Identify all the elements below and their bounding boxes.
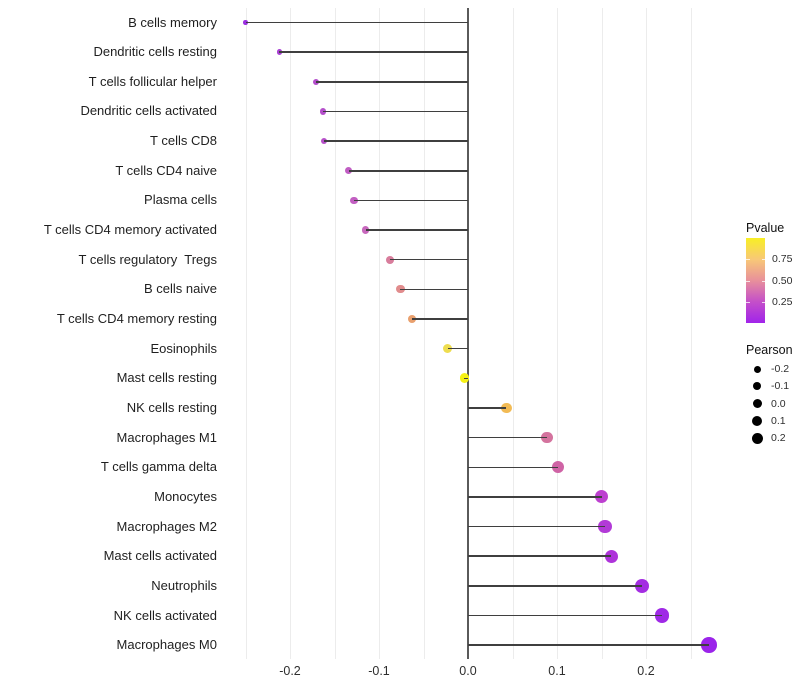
y-axis-label: NK cells resting — [126, 399, 217, 415]
y-axis-label: NK cells activated — [113, 607, 217, 623]
lollipop-dot — [345, 167, 353, 175]
y-axis-label: Mast cells resting — [116, 370, 217, 386]
lollipop-dot — [551, 461, 564, 474]
pvalue-tick-mark — [746, 280, 750, 282]
lollipop-segment — [464, 377, 468, 380]
gridline — [601, 8, 603, 659]
lollipop-dot — [598, 519, 612, 534]
y-axis-label: Neutrophils — [151, 577, 217, 593]
x-tick-label: -0.1 — [368, 664, 390, 678]
gridline — [557, 8, 558, 659]
lollipop-segment — [315, 81, 468, 83]
pvalue-tick-mark — [746, 259, 750, 261]
lollipop-segment — [354, 199, 468, 202]
pearson-legend-label: -0.1 — [771, 380, 790, 393]
lollipop-segment — [468, 555, 612, 557]
gridline — [334, 8, 336, 659]
lollipop-dot — [396, 285, 405, 294]
gridline — [646, 8, 647, 659]
y-axis-label: T cells CD4 memory activated — [43, 222, 217, 238]
plot-panel — [222, 8, 731, 659]
pearson-legend-dot — [753, 382, 762, 391]
y-axis-label: Dendritic cells resting — [93, 44, 217, 60]
pvalue-tick-label: 0.25 — [772, 295, 793, 308]
lollipop-segment — [468, 466, 558, 468]
pvalue-tick-mark — [761, 280, 765, 282]
pvalue-tick-mark — [746, 301, 750, 303]
lollipop-segment — [389, 258, 468, 261]
pearson-legend-title: Pearson — [746, 343, 793, 357]
y-axis-label: Macrophages M2 — [116, 518, 217, 534]
lollipop-segment — [468, 585, 642, 587]
lollipop-segment — [468, 614, 663, 617]
gridline — [245, 8, 247, 659]
lollipop-dot — [312, 78, 319, 85]
lollipop-dot — [243, 20, 248, 25]
lollipop-segment — [400, 288, 468, 291]
lollipop-segment — [322, 110, 468, 113]
x-tick-label: -0.2 — [279, 664, 301, 678]
y-axis-label: Monocytes — [154, 488, 217, 504]
pearson-legend-dot — [752, 415, 763, 426]
lollipop-segment — [447, 347, 468, 350]
lollipop-segment — [348, 170, 468, 172]
x-tick-label: 0.1 — [548, 664, 566, 678]
pearson-legend-label: 0.0 — [771, 397, 786, 410]
y-axis-label: Mast cells activated — [103, 548, 217, 564]
lollipop-dot — [385, 255, 394, 264]
y-axis-label: B cells naive — [144, 281, 217, 297]
gridline — [379, 8, 380, 659]
x-tick-label: 0.0 — [459, 664, 477, 678]
y-axis-label: B cells memory — [128, 14, 217, 30]
pvalue-tick-label: 0.75 — [772, 253, 793, 266]
zero-line — [467, 8, 469, 659]
lollipop-segment — [468, 644, 710, 646]
lollipop-segment — [323, 140, 468, 142]
y-axis-label: Macrophages M1 — [116, 429, 217, 445]
pearson-legend-label: 0.2 — [771, 432, 786, 445]
pvalue-tick-label: 0.50 — [772, 274, 793, 287]
gridline — [512, 8, 514, 659]
lollipop-segment — [468, 407, 507, 409]
y-axis-label: Macrophages M0 — [116, 637, 217, 653]
pvalue-gradient-bar — [746, 238, 765, 323]
y-axis-label: T cells follicular helper — [88, 73, 217, 89]
y-axis-label: Plasma cells — [144, 192, 217, 208]
y-axis-label: Dendritic cells activated — [80, 103, 217, 119]
y-axis-label: T cells CD4 naive — [115, 162, 217, 178]
lollipop-segment — [468, 496, 602, 498]
lollipop-segment — [468, 436, 548, 439]
lollipop-dot — [350, 196, 358, 204]
gridline — [423, 8, 425, 659]
lollipop-segment — [411, 318, 468, 320]
lollipop-segment — [245, 21, 468, 24]
y-axis-label: T cells regulatory Tregs — [78, 251, 217, 267]
y-axis-label: T cells CD8 — [150, 133, 217, 149]
x-tick-label: 0.2 — [637, 664, 655, 678]
pearson-legend-label: -0.2 — [771, 363, 790, 375]
pearson-legend-dot — [752, 399, 762, 409]
gridline — [290, 8, 291, 659]
pearson-legend-label: 0.1 — [771, 414, 786, 427]
lollipop-segment — [468, 525, 606, 528]
pvalue-legend-title: Pvalue — [746, 221, 785, 235]
pvalue-tick-mark — [761, 259, 765, 261]
pearson-legend-dot — [751, 432, 763, 444]
y-axis-label: Eosinophils — [150, 340, 218, 356]
y-axis-label: T cells CD4 memory resting — [56, 311, 217, 326]
lollipop-segment — [279, 51, 468, 53]
pvalue-tick-mark — [761, 301, 765, 303]
y-axis-label: T cells gamma delta — [100, 459, 217, 475]
pearson-legend-dot — [753, 365, 761, 373]
gridline — [690, 8, 692, 659]
lollipop-segment — [365, 229, 468, 231]
lollipop-dot — [320, 137, 328, 145]
